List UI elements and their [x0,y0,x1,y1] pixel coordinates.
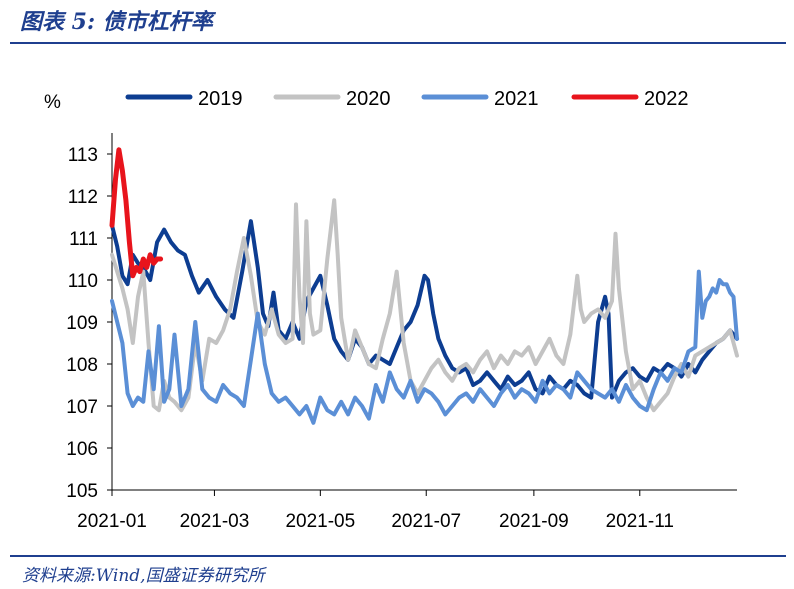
x-tick-label: 2021-05 [285,511,355,532]
x-tick-label: 2021-01 [77,511,147,532]
y-tick-label: 108 [66,355,98,376]
x-tick-label: 2021-11 [606,511,674,532]
series-line-2022 [109,147,164,279]
series-line-2020 [110,198,739,413]
x-tick-label: 2021-09 [499,511,569,532]
y-tick-label: 113 [68,145,98,166]
legend-label-2022: 2022 [644,88,689,110]
y-tick-label: 109 [66,313,98,334]
source-note: 资料来源:Wind,国盛证券研究所 [22,566,265,586]
footer-divider [10,555,786,557]
y-tick-label: 106 [66,439,98,460]
x-tick-label: 2021-03 [180,511,250,532]
series-lines [109,147,739,425]
y-tick-label: 111 [69,229,98,250]
x-tick-label: 2021-07 [391,511,461,532]
legend-label-2021: 2021 [494,88,539,110]
y-tick-label: 107 [66,397,98,418]
y-tick-label: 105 [66,481,98,502]
legend-label-2019: 2019 [198,88,243,110]
y-tick-label: 112 [68,187,98,208]
legend-label-2020: 2020 [346,88,391,110]
y-axis-unit: % [44,92,61,113]
x-axis: 2021-01 2021-03 2021-05 2021-07 2021-09 2021-… [77,489,737,532]
figure-title: 图表 5: 债市杠杆率 [20,9,213,35]
series-line-2021 [110,269,739,425]
y-axis: 105 106 107 108 109 110 111 112 113 [66,133,113,502]
title-divider [10,42,786,44]
y-tick-label: 110 [68,271,98,292]
legend: 2019 2020 2021 2022 [125,88,689,110]
